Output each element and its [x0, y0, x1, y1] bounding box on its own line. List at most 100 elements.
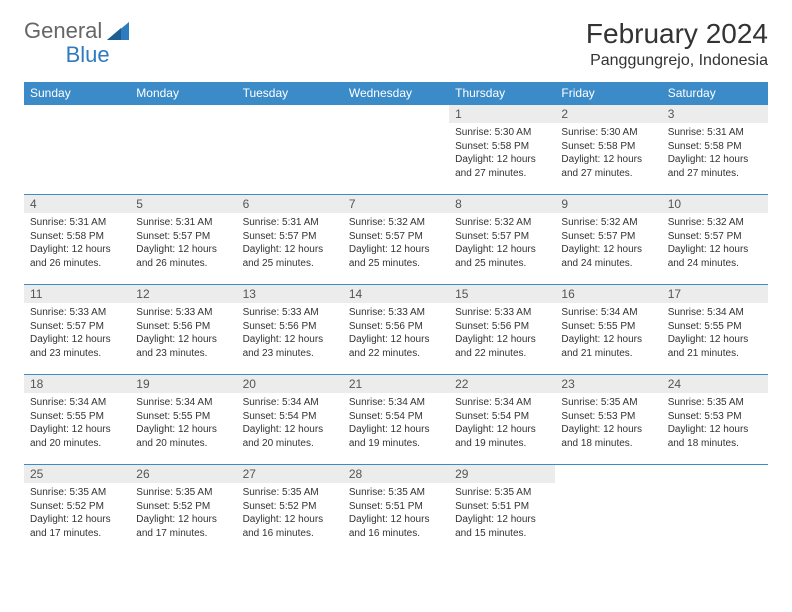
day-number: 11 [24, 285, 130, 303]
day-number: 25 [24, 465, 130, 483]
calendar-day: 18Sunrise: 5:34 AMSunset: 5:55 PMDayligh… [24, 375, 130, 465]
day-details: Sunrise: 5:34 AMSunset: 5:54 PMDaylight:… [237, 393, 343, 456]
day-details: Sunrise: 5:32 AMSunset: 5:57 PMDaylight:… [555, 213, 661, 276]
calendar-empty [24, 105, 130, 195]
calendar-day: 22Sunrise: 5:34 AMSunset: 5:54 PMDayligh… [449, 375, 555, 465]
logo-text-blue: Blue [66, 42, 110, 67]
weekday-header: Wednesday [343, 82, 449, 105]
calendar-row: 1Sunrise: 5:30 AMSunset: 5:58 PMDaylight… [24, 105, 768, 195]
calendar-day: 19Sunrise: 5:34 AMSunset: 5:55 PMDayligh… [130, 375, 236, 465]
calendar-day: 14Sunrise: 5:33 AMSunset: 5:56 PMDayligh… [343, 285, 449, 375]
calendar-empty [237, 105, 343, 195]
day-number: 19 [130, 375, 236, 393]
location: Panggungrejo, Indonesia [586, 52, 768, 70]
day-number: 2 [555, 105, 661, 123]
day-details: Sunrise: 5:34 AMSunset: 5:54 PMDaylight:… [449, 393, 555, 456]
day-number: 26 [130, 465, 236, 483]
day-details: Sunrise: 5:33 AMSunset: 5:56 PMDaylight:… [449, 303, 555, 366]
day-number: 4 [24, 195, 130, 213]
day-details: Sunrise: 5:33 AMSunset: 5:56 PMDaylight:… [343, 303, 449, 366]
day-details: Sunrise: 5:35 AMSunset: 5:52 PMDaylight:… [237, 483, 343, 546]
day-details: Sunrise: 5:33 AMSunset: 5:57 PMDaylight:… [24, 303, 130, 366]
day-details: Sunrise: 5:31 AMSunset: 5:58 PMDaylight:… [662, 123, 768, 186]
calendar-empty [130, 105, 236, 195]
calendar-day: 15Sunrise: 5:33 AMSunset: 5:56 PMDayligh… [449, 285, 555, 375]
weekday-header: Thursday [449, 82, 555, 105]
calendar-day: 10Sunrise: 5:32 AMSunset: 5:57 PMDayligh… [662, 195, 768, 285]
day-details: Sunrise: 5:31 AMSunset: 5:58 PMDaylight:… [24, 213, 130, 276]
day-number: 14 [343, 285, 449, 303]
calendar-row: 11Sunrise: 5:33 AMSunset: 5:57 PMDayligh… [24, 285, 768, 375]
day-number: 3 [662, 105, 768, 123]
weekday-header-row: SundayMondayTuesdayWednesdayThursdayFrid… [24, 82, 768, 105]
calendar-day: 16Sunrise: 5:34 AMSunset: 5:55 PMDayligh… [555, 285, 661, 375]
day-details: Sunrise: 5:32 AMSunset: 5:57 PMDaylight:… [449, 213, 555, 276]
calendar-day: 1Sunrise: 5:30 AMSunset: 5:58 PMDaylight… [449, 105, 555, 195]
day-details: Sunrise: 5:30 AMSunset: 5:58 PMDaylight:… [555, 123, 661, 186]
day-details: Sunrise: 5:30 AMSunset: 5:58 PMDaylight:… [449, 123, 555, 186]
calendar-day: 7Sunrise: 5:32 AMSunset: 5:57 PMDaylight… [343, 195, 449, 285]
day-details: Sunrise: 5:35 AMSunset: 5:51 PMDaylight:… [343, 483, 449, 546]
calendar-body: 1Sunrise: 5:30 AMSunset: 5:58 PMDaylight… [24, 105, 768, 555]
logo-text-general: General [24, 18, 102, 44]
day-details: Sunrise: 5:34 AMSunset: 5:55 PMDaylight:… [662, 303, 768, 366]
day-number: 9 [555, 195, 661, 213]
day-number: 12 [130, 285, 236, 303]
day-details: Sunrise: 5:35 AMSunset: 5:53 PMDaylight:… [662, 393, 768, 456]
day-number: 10 [662, 195, 768, 213]
day-number: 18 [24, 375, 130, 393]
logo-text-blue-wrap: GenBlue [24, 42, 110, 68]
day-details: Sunrise: 5:33 AMSunset: 5:56 PMDaylight:… [130, 303, 236, 366]
day-number: 8 [449, 195, 555, 213]
day-details: Sunrise: 5:31 AMSunset: 5:57 PMDaylight:… [237, 213, 343, 276]
day-details: Sunrise: 5:34 AMSunset: 5:55 PMDaylight:… [130, 393, 236, 456]
calendar-day: 2Sunrise: 5:30 AMSunset: 5:58 PMDaylight… [555, 105, 661, 195]
day-number: 17 [662, 285, 768, 303]
calendar-empty [662, 465, 768, 555]
day-number: 7 [343, 195, 449, 213]
day-number: 22 [449, 375, 555, 393]
calendar-row: 4Sunrise: 5:31 AMSunset: 5:58 PMDaylight… [24, 195, 768, 285]
calendar-day: 21Sunrise: 5:34 AMSunset: 5:54 PMDayligh… [343, 375, 449, 465]
calendar-day: 9Sunrise: 5:32 AMSunset: 5:57 PMDaylight… [555, 195, 661, 285]
day-number: 1 [449, 105, 555, 123]
calendar-day: 26Sunrise: 5:35 AMSunset: 5:52 PMDayligh… [130, 465, 236, 555]
day-details: Sunrise: 5:35 AMSunset: 5:52 PMDaylight:… [130, 483, 236, 546]
calendar-empty [343, 105, 449, 195]
calendar-day: 8Sunrise: 5:32 AMSunset: 5:57 PMDaylight… [449, 195, 555, 285]
calendar-day: 3Sunrise: 5:31 AMSunset: 5:58 PMDaylight… [662, 105, 768, 195]
weekday-header: Monday [130, 82, 236, 105]
calendar-row: 25Sunrise: 5:35 AMSunset: 5:52 PMDayligh… [24, 465, 768, 555]
calendar-empty [555, 465, 661, 555]
day-number: 13 [237, 285, 343, 303]
day-details: Sunrise: 5:35 AMSunset: 5:53 PMDaylight:… [555, 393, 661, 456]
calendar-table: SundayMondayTuesdayWednesdayThursdayFrid… [24, 82, 768, 555]
calendar-day: 25Sunrise: 5:35 AMSunset: 5:52 PMDayligh… [24, 465, 130, 555]
day-number: 28 [343, 465, 449, 483]
logo: General [24, 18, 131, 44]
day-number: 23 [555, 375, 661, 393]
day-details: Sunrise: 5:34 AMSunset: 5:55 PMDaylight:… [555, 303, 661, 366]
day-number: 21 [343, 375, 449, 393]
day-number: 16 [555, 285, 661, 303]
month-title: February 2024 [586, 18, 768, 50]
day-number: 15 [449, 285, 555, 303]
calendar-day: 24Sunrise: 5:35 AMSunset: 5:53 PMDayligh… [662, 375, 768, 465]
logo-triangle-icon [107, 22, 129, 40]
calendar-day: 17Sunrise: 5:34 AMSunset: 5:55 PMDayligh… [662, 285, 768, 375]
calendar-day: 4Sunrise: 5:31 AMSunset: 5:58 PMDaylight… [24, 195, 130, 285]
calendar-day: 28Sunrise: 5:35 AMSunset: 5:51 PMDayligh… [343, 465, 449, 555]
day-number: 5 [130, 195, 236, 213]
calendar-day: 29Sunrise: 5:35 AMSunset: 5:51 PMDayligh… [449, 465, 555, 555]
calendar-day: 6Sunrise: 5:31 AMSunset: 5:57 PMDaylight… [237, 195, 343, 285]
calendar-day: 20Sunrise: 5:34 AMSunset: 5:54 PMDayligh… [237, 375, 343, 465]
calendar-day: 13Sunrise: 5:33 AMSunset: 5:56 PMDayligh… [237, 285, 343, 375]
weekday-header: Tuesday [237, 82, 343, 105]
day-details: Sunrise: 5:34 AMSunset: 5:54 PMDaylight:… [343, 393, 449, 456]
calendar-day: 5Sunrise: 5:31 AMSunset: 5:57 PMDaylight… [130, 195, 236, 285]
calendar-day: 23Sunrise: 5:35 AMSunset: 5:53 PMDayligh… [555, 375, 661, 465]
header: General February 2024 Panggungrejo, Indo… [24, 18, 768, 70]
weekday-header: Friday [555, 82, 661, 105]
calendar-day: 11Sunrise: 5:33 AMSunset: 5:57 PMDayligh… [24, 285, 130, 375]
day-details: Sunrise: 5:31 AMSunset: 5:57 PMDaylight:… [130, 213, 236, 276]
